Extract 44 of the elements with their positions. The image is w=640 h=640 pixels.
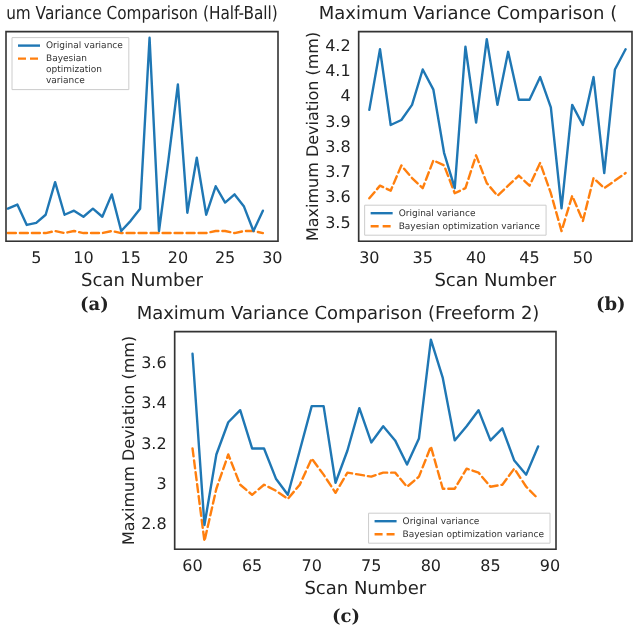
y-tick-label: 3.8: [325, 137, 351, 156]
x-tick-label: 20: [167, 248, 189, 267]
y-tick-label: 4.1: [325, 62, 351, 81]
y-tick-label: 3.4: [141, 394, 167, 413]
y-tick-label: 3.9: [325, 112, 351, 131]
x-tick-label: 70: [301, 556, 322, 575]
x-axis-title: Scan Number: [81, 271, 204, 292]
chart-title: Maximum Variance Comparison (: [318, 5, 618, 26]
y-axis-title: Maximum Deviation (mm): [119, 335, 138, 546]
x-tick-label: 65: [241, 556, 263, 575]
y-tick-label: 4: [340, 87, 351, 106]
x-tick-label: 5: [31, 248, 42, 267]
line-series: [191, 445, 540, 543]
x-tick-label: 10: [73, 248, 94, 267]
y-axis-title: Maximum Deviation (mm): [303, 31, 322, 242]
y-tick-label: 3.6: [141, 353, 167, 372]
x-tick-label: 30: [262, 248, 283, 267]
y-tick-label: 3.2: [141, 434, 167, 453]
x-tick-label: 25: [214, 248, 236, 267]
x-tick-label: 30: [359, 248, 380, 267]
y-tick-label: 3.5: [325, 213, 351, 232]
x-tick-label: 50: [572, 248, 594, 267]
y-tick-label: 2.8: [141, 515, 167, 534]
y-tick-label: 4.2: [325, 36, 351, 55]
y-tick-label: 3: [156, 474, 167, 493]
text: (a): [80, 296, 109, 316]
x-tick-label: 35: [412, 248, 433, 267]
x-axis-title: Scan Number: [434, 271, 557, 292]
text: (b): [596, 296, 626, 316]
text: (c): [332, 608, 360, 628]
x-tick-label: 75: [361, 556, 382, 575]
x-tick-label: 15: [120, 248, 141, 267]
x-tick-label: 85: [480, 556, 501, 575]
chart-title: um Variance Comparison (Half-Ball): [6, 2, 278, 24]
x-tick-label: 90: [539, 556, 561, 575]
x-tick-label: 80: [420, 556, 442, 575]
chart-title: Maximum Variance Comparison (Freeform 2): [136, 305, 540, 326]
x-tick-label: 60: [182, 556, 203, 575]
line-series: [368, 154, 627, 233]
y-tick-label: 3.6: [325, 188, 351, 207]
x-axis-title: Scan Number: [304, 579, 427, 600]
x-tick-label: 40: [465, 248, 487, 267]
y-tick-label: 3.7: [325, 163, 351, 182]
x-tick-label: 45: [519, 248, 540, 267]
